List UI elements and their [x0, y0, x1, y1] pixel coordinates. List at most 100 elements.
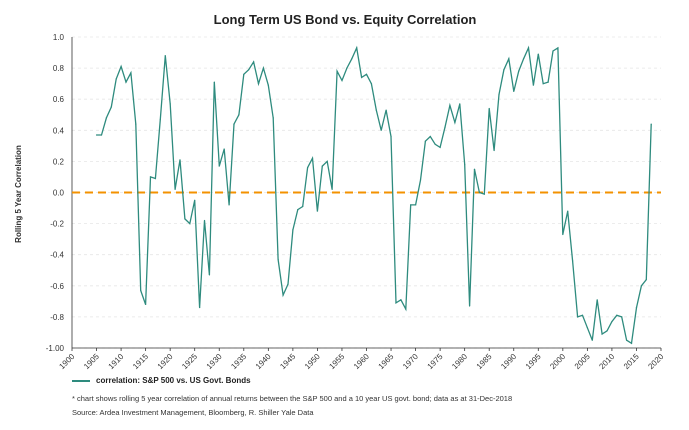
data-point	[454, 121, 456, 124]
y-tick-label: 0.8	[53, 64, 65, 73]
source-note: Source: Ardea Investment Management, Blo…	[72, 408, 314, 417]
data-point	[341, 79, 343, 82]
y-tick-label: -0.8	[50, 313, 64, 322]
data-point	[645, 278, 647, 281]
data-point	[483, 193, 485, 195]
data-point	[473, 168, 476, 170]
x-tick-label: 1990	[499, 352, 518, 371]
data-point	[203, 219, 206, 222]
x-tick-label: 1985	[475, 352, 494, 371]
data-point	[159, 118, 161, 121]
data-point	[199, 306, 201, 309]
data-point	[468, 305, 471, 307]
data-point	[601, 333, 603, 335]
data-point	[248, 69, 250, 71]
data-point	[208, 274, 211, 276]
data-point	[385, 109, 387, 111]
x-tick-label: 2000	[548, 352, 567, 371]
y-tick-label: -0.2	[50, 220, 64, 229]
data-point	[164, 55, 166, 57]
data-point	[272, 117, 274, 119]
data-point	[621, 316, 623, 318]
data-point	[351, 58, 353, 60]
chart-title: Long Term US Bond vs. Equity Correlation	[214, 12, 477, 27]
data-point	[434, 143, 436, 145]
x-tick-label: 1910	[107, 352, 126, 371]
legend: correlation: S&P 500 vs. US Govt. Bonds	[72, 376, 251, 385]
data-point	[302, 205, 304, 208]
y-tick-label: 0.0	[53, 189, 65, 198]
data-point	[140, 289, 142, 292]
data-point	[115, 78, 117, 80]
data-point	[635, 306, 638, 309]
data-point	[277, 258, 279, 260]
x-tick-label: 1960	[352, 352, 371, 371]
data-point	[110, 106, 112, 108]
data-point	[130, 72, 132, 74]
y-tick-label: -1.00	[46, 344, 65, 353]
data-point	[630, 342, 633, 344]
data-point	[488, 107, 490, 110]
data-point	[95, 134, 98, 136]
data-point	[243, 73, 245, 75]
x-tick-label: 2005	[573, 352, 592, 371]
data-point	[586, 327, 588, 329]
data-point	[390, 135, 392, 138]
x-tick-label: 1920	[156, 352, 175, 371]
data-point	[552, 50, 554, 52]
data-point	[444, 126, 446, 128]
data-point	[238, 114, 240, 116]
x-tick-label: 1915	[131, 352, 150, 371]
data-point	[503, 69, 505, 71]
data-point	[370, 83, 373, 85]
data-point	[326, 160, 328, 162]
data-point	[400, 299, 402, 301]
x-tick-label: 1950	[303, 352, 322, 371]
data-point	[307, 167, 309, 169]
data-point	[336, 70, 338, 72]
data-point	[154, 177, 157, 180]
data-point	[135, 123, 137, 125]
data-point	[311, 157, 314, 159]
y-axis-label: Rolling 5 Year Correlation	[14, 145, 23, 243]
data-point	[527, 47, 530, 49]
y-tick-label: 0.2	[53, 157, 65, 166]
data-point	[213, 81, 215, 83]
y-tick-label: -0.6	[50, 282, 64, 291]
data-point	[591, 339, 593, 341]
data-point	[218, 165, 220, 167]
x-tick-label: 2020	[646, 352, 665, 371]
x-tick-label: 2015	[622, 352, 641, 371]
data-point	[419, 179, 422, 181]
data-point	[189, 223, 191, 225]
x-tick-label: 2010	[597, 352, 616, 371]
legend-swatch	[72, 379, 90, 382]
series-line	[96, 45, 652, 345]
data-point	[616, 314, 618, 316]
data-point	[478, 191, 480, 194]
data-point	[498, 93, 500, 96]
data-point	[424, 140, 426, 142]
data-point	[228, 204, 230, 206]
data-point	[513, 90, 515, 93]
series-points	[95, 47, 652, 344]
data-point	[331, 188, 333, 190]
data-point	[626, 339, 628, 341]
data-point	[253, 61, 255, 63]
data-point	[380, 129, 382, 131]
x-tick-label: 1905	[82, 352, 101, 371]
data-point	[557, 47, 559, 49]
data-point	[650, 123, 652, 125]
legend-label: correlation: S&P 500 vs. US Govt. Bonds	[96, 376, 251, 385]
data-point	[316, 210, 319, 212]
data-point	[223, 148, 225, 150]
data-point	[395, 302, 397, 304]
data-point	[464, 163, 466, 166]
data-point	[410, 204, 412, 206]
data-point	[297, 209, 299, 211]
grid	[72, 36, 661, 349]
x-tick-label: 1935	[229, 352, 248, 371]
data-point	[449, 104, 451, 107]
data-point	[532, 84, 534, 86]
data-point	[572, 260, 574, 262]
